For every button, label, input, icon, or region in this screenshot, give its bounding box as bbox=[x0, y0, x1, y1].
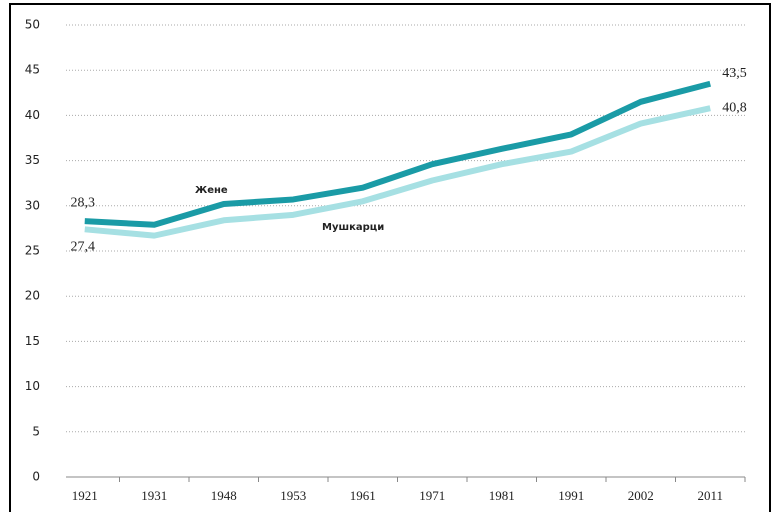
x-tick-label: 2011 bbox=[697, 488, 723, 503]
series-label: Мушкарци bbox=[322, 222, 384, 233]
y-tick-label: 45 bbox=[25, 63, 40, 77]
y-tick-label: 25 bbox=[25, 244, 40, 258]
x-tick-label: 1931 bbox=[141, 488, 167, 503]
value-label: 27,4 bbox=[71, 240, 96, 255]
series-line bbox=[84, 105, 711, 239]
series-label: Жене bbox=[195, 185, 228, 196]
y-tick-label: 20 bbox=[25, 289, 40, 303]
value-label: 43,5 bbox=[722, 66, 747, 81]
y-tick-label: 30 bbox=[25, 198, 40, 212]
x-tick-label: 1981 bbox=[489, 488, 515, 503]
x-tick-label: 1953 bbox=[280, 488, 306, 503]
y-tick-label: 15 bbox=[25, 334, 40, 348]
x-tick-label: 1961 bbox=[350, 488, 376, 503]
x-tick-label: 1921 bbox=[72, 488, 98, 503]
x-tick-label: 2002 bbox=[628, 488, 654, 503]
y-tick-label: 40 bbox=[25, 108, 40, 122]
x-tick-label: 1991 bbox=[558, 488, 584, 503]
x-tick-label: 1948 bbox=[211, 488, 237, 503]
y-tick-label: 35 bbox=[25, 153, 40, 167]
frame bbox=[9, 3, 771, 512]
y-tick-label: 50 bbox=[25, 18, 40, 32]
y-tick-label: 0 bbox=[32, 470, 40, 484]
y-tick-label: 10 bbox=[25, 379, 40, 393]
value-label: 28,3 bbox=[71, 195, 96, 210]
y-tick-label: 5 bbox=[32, 424, 40, 438]
value-label: 40,8 bbox=[722, 100, 747, 115]
series-line bbox=[84, 80, 712, 228]
x-tick-label: 1971 bbox=[419, 488, 445, 503]
